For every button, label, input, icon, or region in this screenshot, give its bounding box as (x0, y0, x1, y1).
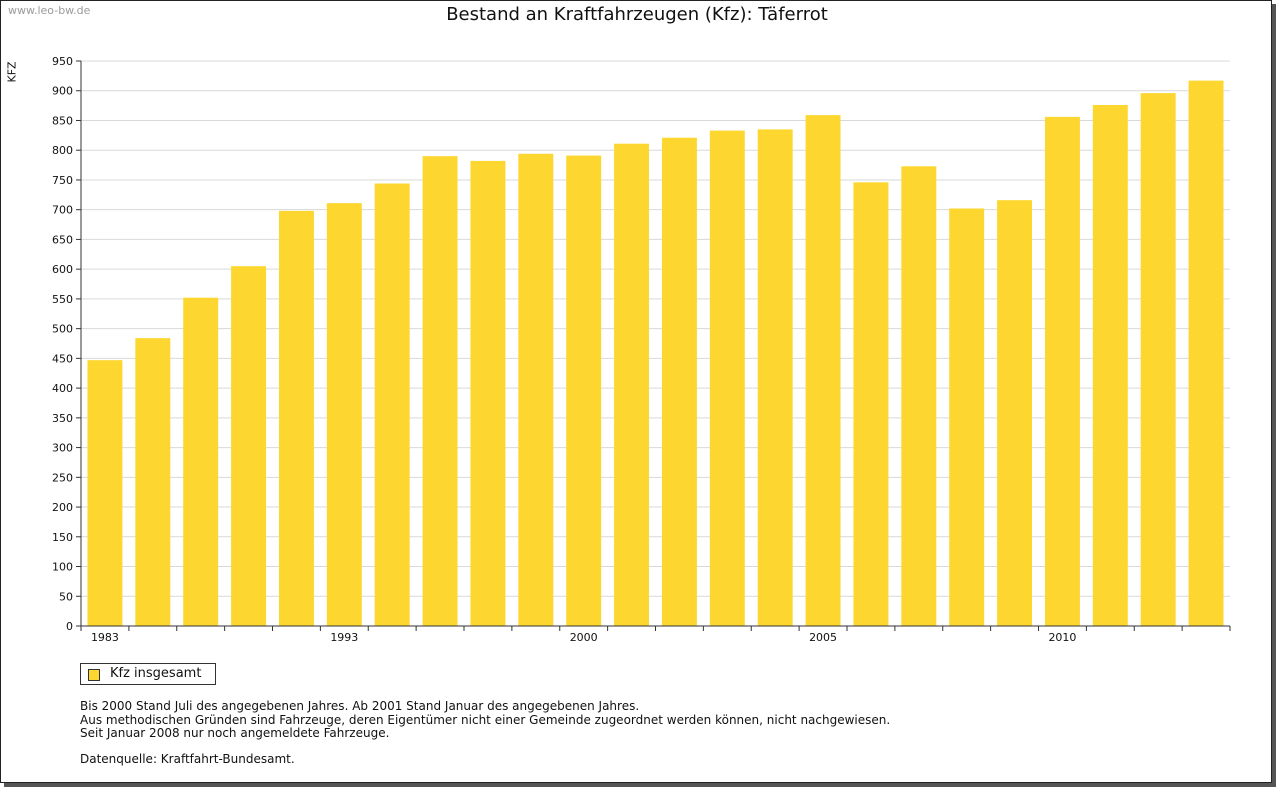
bar (1188, 80, 1224, 626)
footnote-line: Bis 2000 Stand Juli des angegebenen Jahr… (80, 699, 640, 713)
watermark: www.leo-bw.de (8, 4, 91, 17)
x-tick-label: 2005 (809, 631, 837, 644)
bar (901, 166, 937, 626)
legend: Kfz insgesamt (80, 663, 216, 685)
bar (1044, 116, 1080, 626)
y-tick-label: 150 (52, 531, 73, 544)
x-tick-label: 2000 (570, 631, 598, 644)
bar (949, 208, 985, 626)
bar (1140, 93, 1176, 627)
x-tick-label: 1983 (91, 631, 119, 644)
y-tick-label: 600 (52, 263, 73, 276)
y-tick-label: 200 (52, 501, 73, 514)
bar (326, 203, 362, 627)
bar (661, 137, 697, 626)
footnote-line: Aus methodischen Gründen sind Fahrzeuge,… (80, 712, 891, 727)
bar (87, 360, 123, 626)
bar (231, 266, 267, 626)
bar (853, 182, 889, 627)
bar (183, 297, 219, 626)
y-tick-label: 400 (52, 382, 73, 395)
bar (757, 129, 793, 627)
y-tick-label: 650 (52, 233, 73, 246)
bar (709, 130, 745, 626)
x-tick-label: 1993 (330, 631, 358, 644)
chart-title: Bestand an Kraftfahrzeugen (Kfz): Täferr… (446, 4, 828, 25)
y-tick-label: 450 (52, 352, 73, 365)
y-tick-label: 700 (52, 204, 73, 217)
y-tick-label: 50 (59, 590, 73, 603)
x-tick-label: 2010 (1048, 631, 1076, 644)
legend-swatch (88, 669, 100, 681)
bar (805, 115, 841, 626)
bar (278, 210, 314, 626)
y-tick-label: 950 (52, 55, 73, 68)
bar (614, 143, 650, 626)
data-source: Datenquelle: Kraftfahrt-Bundesamt. (80, 752, 295, 766)
bar (422, 156, 458, 626)
bar (518, 153, 554, 627)
y-tick-label: 0 (66, 620, 73, 633)
bar (1092, 105, 1128, 627)
y-tick-label: 800 (52, 144, 73, 157)
y-tick-label: 850 (52, 114, 73, 127)
bar (470, 160, 506, 627)
y-tick-label: 250 (52, 471, 73, 484)
legend-label: Kfz insgesamt (110, 666, 202, 681)
y-tick-label: 300 (52, 442, 73, 455)
footnote-line: Seit Januar 2008 nur noch angemeldete Fa… (80, 726, 390, 740)
bar (135, 338, 171, 626)
y-tick-label: 500 (52, 323, 73, 336)
footnotes: Bis 2000 Stand Juli des angegebenen Jahr… (80, 699, 891, 741)
bar (374, 183, 410, 626)
y-tick-label: 100 (52, 561, 73, 574)
y-tick-label: 750 (52, 174, 73, 187)
bar (997, 200, 1033, 626)
y-tick-label: 900 (52, 85, 73, 98)
bar (566, 155, 602, 626)
y-tick-label: 550 (52, 293, 73, 306)
y-tick-label: 350 (52, 412, 73, 425)
